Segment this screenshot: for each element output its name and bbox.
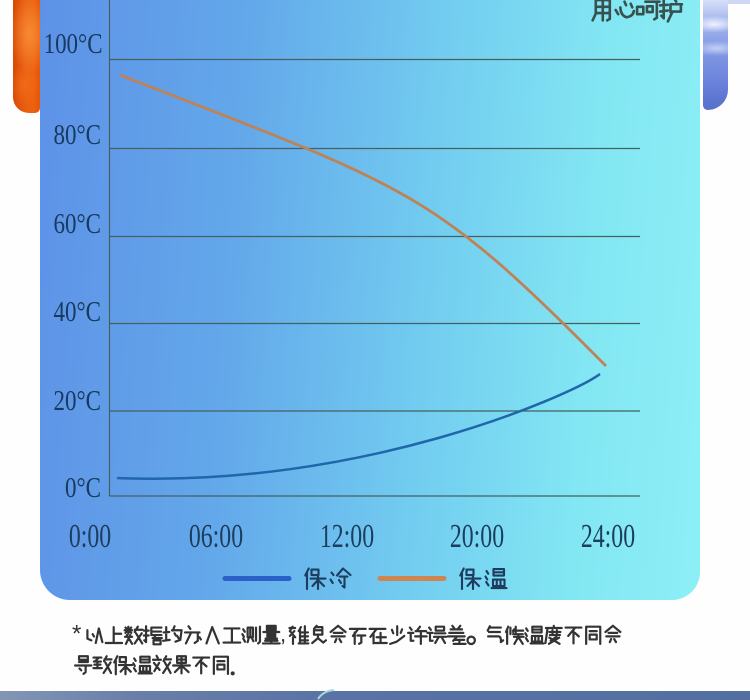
svg-text:*: * [72,621,81,648]
svg-text:,: , [280,622,286,647]
